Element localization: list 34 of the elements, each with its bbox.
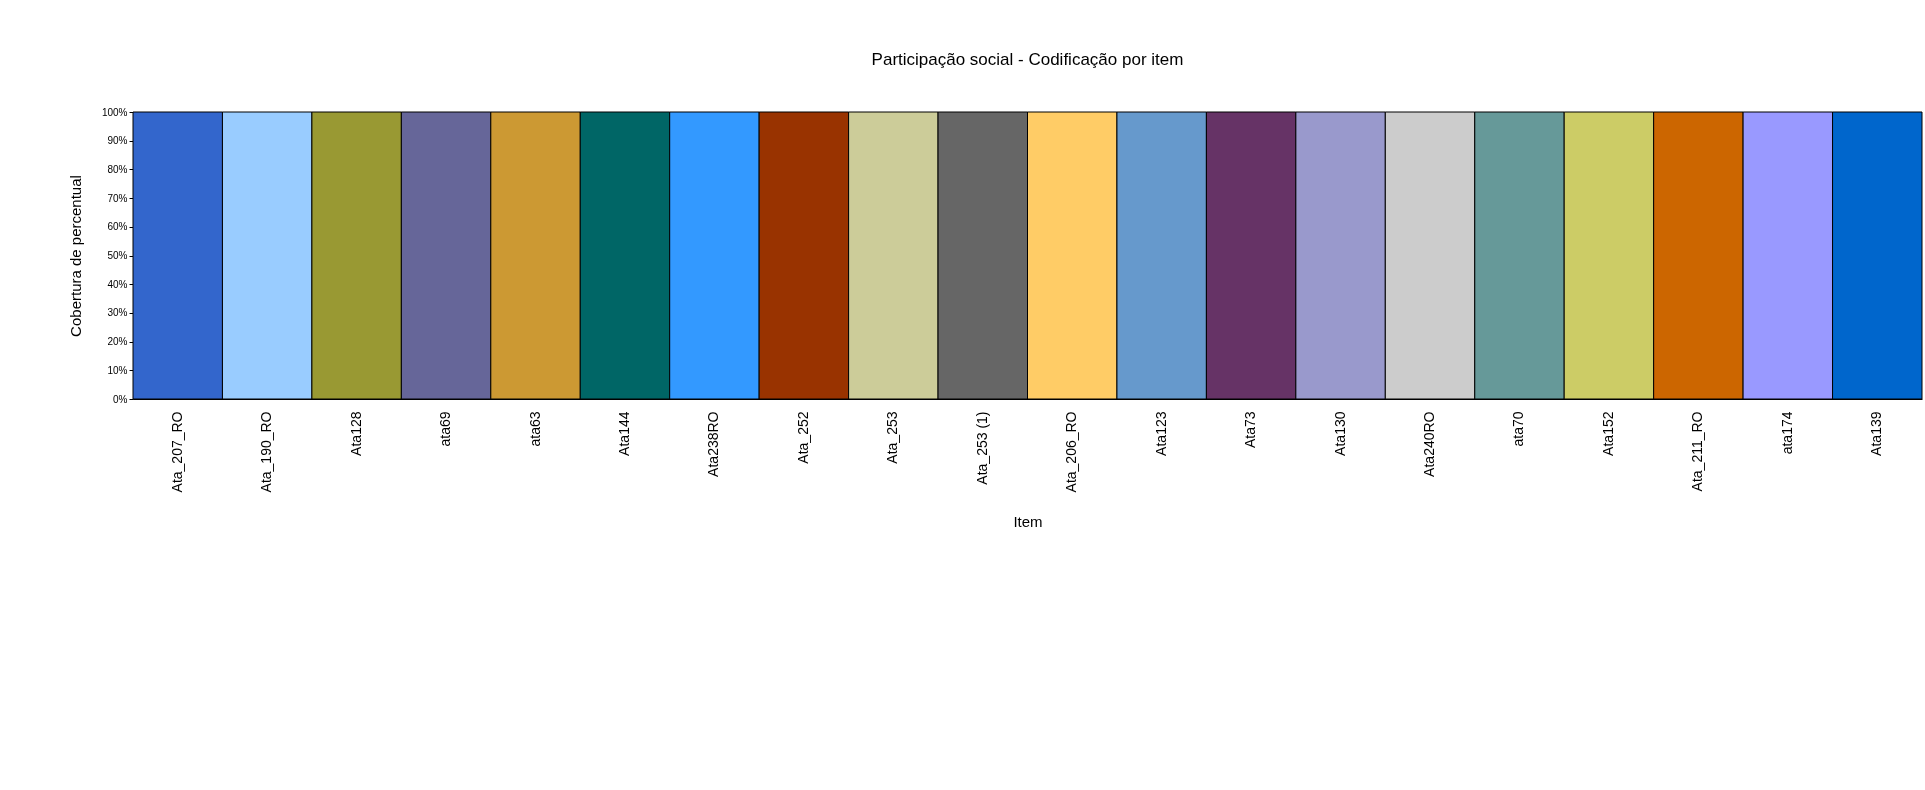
x-tick-label: Ata_253 (1) — [973, 411, 990, 485]
x-tick-label: Ata152 — [1599, 411, 1616, 456]
y-tick-label: 100% — [101, 106, 128, 118]
x-tick-label: Ata_206_RO — [1063, 411, 1080, 493]
x-tick-label: Ata238RO — [705, 411, 722, 477]
x-tick-label: Ata139 — [1868, 411, 1885, 456]
x-tick-label: Ata_190_RO — [258, 411, 275, 493]
x-tick-label: ata69 — [437, 411, 454, 447]
x-axis-title: Item — [1013, 512, 1043, 530]
x-tick-label: Ata130 — [1331, 411, 1348, 456]
x-tick-label: Ata144 — [615, 411, 632, 456]
x-tick-label: Ata128 — [347, 411, 364, 456]
y-tick-label: 50% — [107, 250, 128, 261]
y-tick-label: 90% — [107, 135, 128, 147]
y-tick-label: 30% — [107, 307, 128, 319]
y-tick-label: 60% — [107, 221, 128, 233]
x-tick-label: Ata_207_RO — [168, 411, 185, 493]
x-tick-label: ata174 — [1778, 411, 1795, 455]
x-tick-label: Ata_211_RO — [1689, 411, 1706, 492]
y-axis-title: Cobertura de percentual — [66, 175, 84, 337]
y-tick-label: 20% — [107, 336, 128, 348]
x-tick-label: Ata_253 — [884, 411, 901, 464]
x-tick-label: Ata240RO — [1421, 411, 1438, 477]
x-tick-label: Ata73 — [1242, 411, 1259, 449]
y-tick-label: 10% — [107, 364, 128, 376]
y-tick-label: 40% — [107, 278, 128, 290]
x-tick-label: ata70 — [1510, 411, 1527, 447]
y-tick-label: 80% — [107, 163, 128, 175]
x-tick-label: Ata123 — [1152, 411, 1169, 456]
y-tick-label: 70% — [107, 192, 128, 204]
x-tick-label: Ata_252 — [794, 411, 811, 464]
y-tick-label: 0% — [113, 393, 128, 405]
chart-title: Participação social - Codificação por item — [871, 50, 1184, 69]
x-tick-label: ata63 — [526, 411, 543, 447]
